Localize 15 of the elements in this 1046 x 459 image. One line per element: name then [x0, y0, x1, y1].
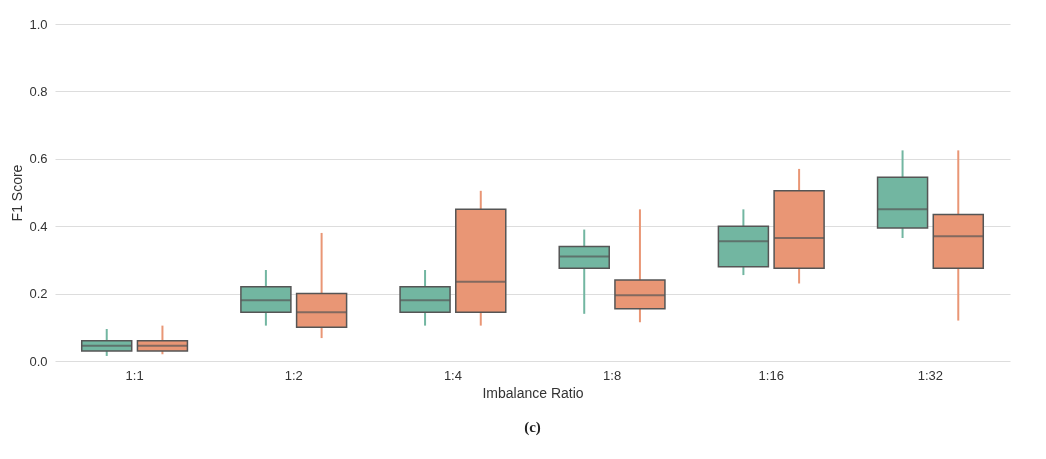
x-tick-label: 1:4 [443, 367, 462, 383]
y-tick-label: 0.4 [29, 218, 48, 234]
y-tick-label: 0.8 [29, 83, 48, 99]
text: (c) [524, 419, 541, 436]
x-tick-label: 1:8 [603, 367, 622, 383]
y-tick-label: 0.6 [29, 151, 48, 167]
y-tick-label: 0.0 [29, 353, 48, 369]
x-tick-label: 1:16 [758, 367, 784, 383]
x-tick-label: 1:2 [284, 367, 303, 383]
y-tick-label: 1.0 [29, 16, 48, 32]
y-axis-title: F1 Score [9, 164, 26, 222]
x-tick-label: 1:1 [125, 367, 144, 383]
x-tick-label: 1:32 [917, 367, 944, 383]
y-tick-label: 0.2 [29, 286, 48, 302]
x-axis-title: Imbalance Ratio [482, 384, 584, 401]
